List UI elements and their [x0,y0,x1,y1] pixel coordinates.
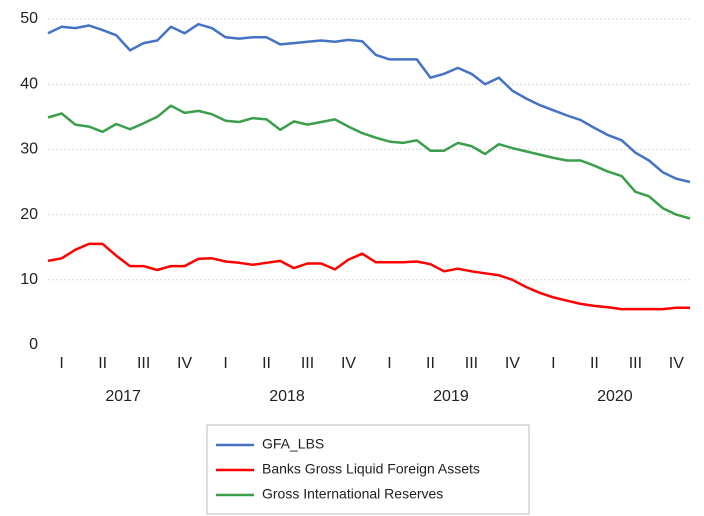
legend-label: GFA_LBS [262,436,324,452]
y-tick-label: 0 [29,336,38,353]
x-tick-label: III [137,355,150,372]
x-tick-label: I [59,355,63,372]
x-tick-label: IV [505,355,520,372]
x-tick-label: IV [177,355,192,372]
legend: GFA_LBS Banks Gross Liquid Foreign Assets… [216,436,480,502]
y-tick-label: 50 [20,10,38,27]
y-tick-label: 20 [20,206,38,223]
x-tick-label: II [426,355,435,372]
year-label: 2017 [105,388,141,405]
x-tick-label: II [262,355,271,372]
year-label: 2020 [597,388,633,405]
x-tick-label: III [301,355,314,372]
y-tick-label: 40 [20,75,38,92]
series-line [47,104,691,220]
legend-box [206,424,530,515]
x-tick-label: II [590,355,599,372]
legend-label: Banks Gross Liquid Foreign Assets [262,461,480,477]
x-tick-label: IV [669,355,684,372]
x-tick-label: I [223,355,227,372]
x-tick-label: IV [341,355,356,372]
x-tick-label: II [98,355,107,372]
y-tick-label: 30 [20,141,38,158]
x-tick-label: III [629,355,642,372]
x-tick-label: I [551,355,555,372]
year-label: 2018 [269,388,305,405]
series-line [47,242,690,311]
legend-label: Gross International Reserves [262,486,443,502]
x-tick-label: I [387,355,391,372]
year-label: 2019 [433,388,469,405]
x-tick-label: III [465,355,478,372]
y-tick-label: 10 [20,271,38,288]
series-line [47,22,691,184]
